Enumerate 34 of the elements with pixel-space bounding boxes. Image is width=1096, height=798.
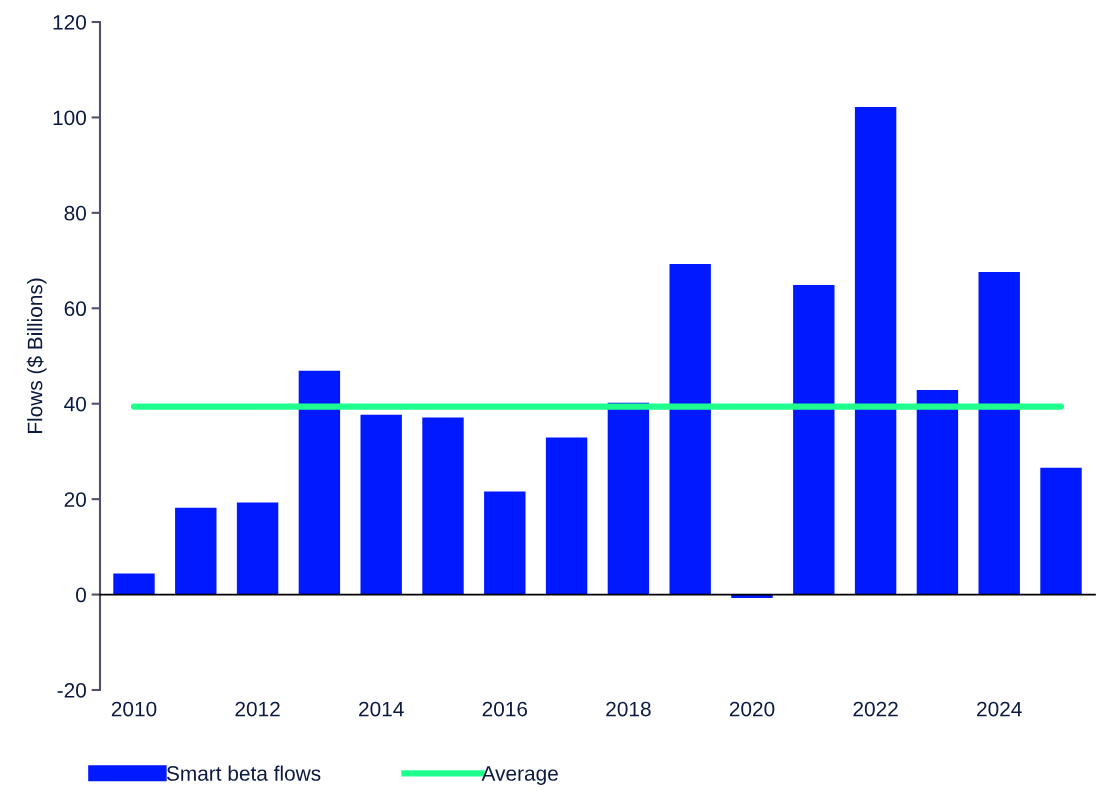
y-tick-label: 120 — [53, 15, 86, 30]
bar — [236, 502, 279, 595]
x-tick-label: 2010 — [111, 701, 157, 717]
bar — [360, 414, 402, 595]
bar — [854, 106, 897, 595]
bar — [793, 284, 835, 595]
x-tick-label: 2024 — [977, 701, 1022, 717]
bar — [422, 417, 464, 595]
x-tick-label: 2012 — [235, 701, 280, 717]
bar — [731, 594, 773, 598]
legend-label: Smart beta flows — [166, 765, 321, 781]
bar — [978, 272, 1020, 595]
bar — [113, 573, 155, 595]
y-tick-label: 20 — [64, 492, 86, 507]
bar — [484, 491, 526, 595]
bar — [545, 437, 588, 595]
bar — [1040, 467, 1082, 595]
bar — [669, 263, 711, 595]
y-tick-label: 100 — [53, 110, 86, 126]
y-tick-label: 40 — [64, 396, 86, 412]
x-tick-label: 2020 — [729, 701, 775, 717]
x-tick-label: 2016 — [482, 701, 528, 717]
y-tick-label: -20 — [57, 683, 86, 698]
y-tick-label: 80 — [64, 205, 86, 221]
legend-label: Average — [481, 766, 558, 785]
y-tick-label: 60 — [64, 301, 86, 317]
bar — [298, 370, 341, 595]
y-tick-label: 0 — [76, 587, 86, 603]
y-axis-title: Flows ($ Billions) — [26, 278, 47, 434]
x-tick-label: 2014 — [359, 701, 404, 717]
x-tick-label: 2018 — [606, 701, 651, 717]
x-tick-label: 2022 — [853, 701, 898, 717]
bar — [175, 507, 217, 595]
bar — [916, 389, 959, 595]
